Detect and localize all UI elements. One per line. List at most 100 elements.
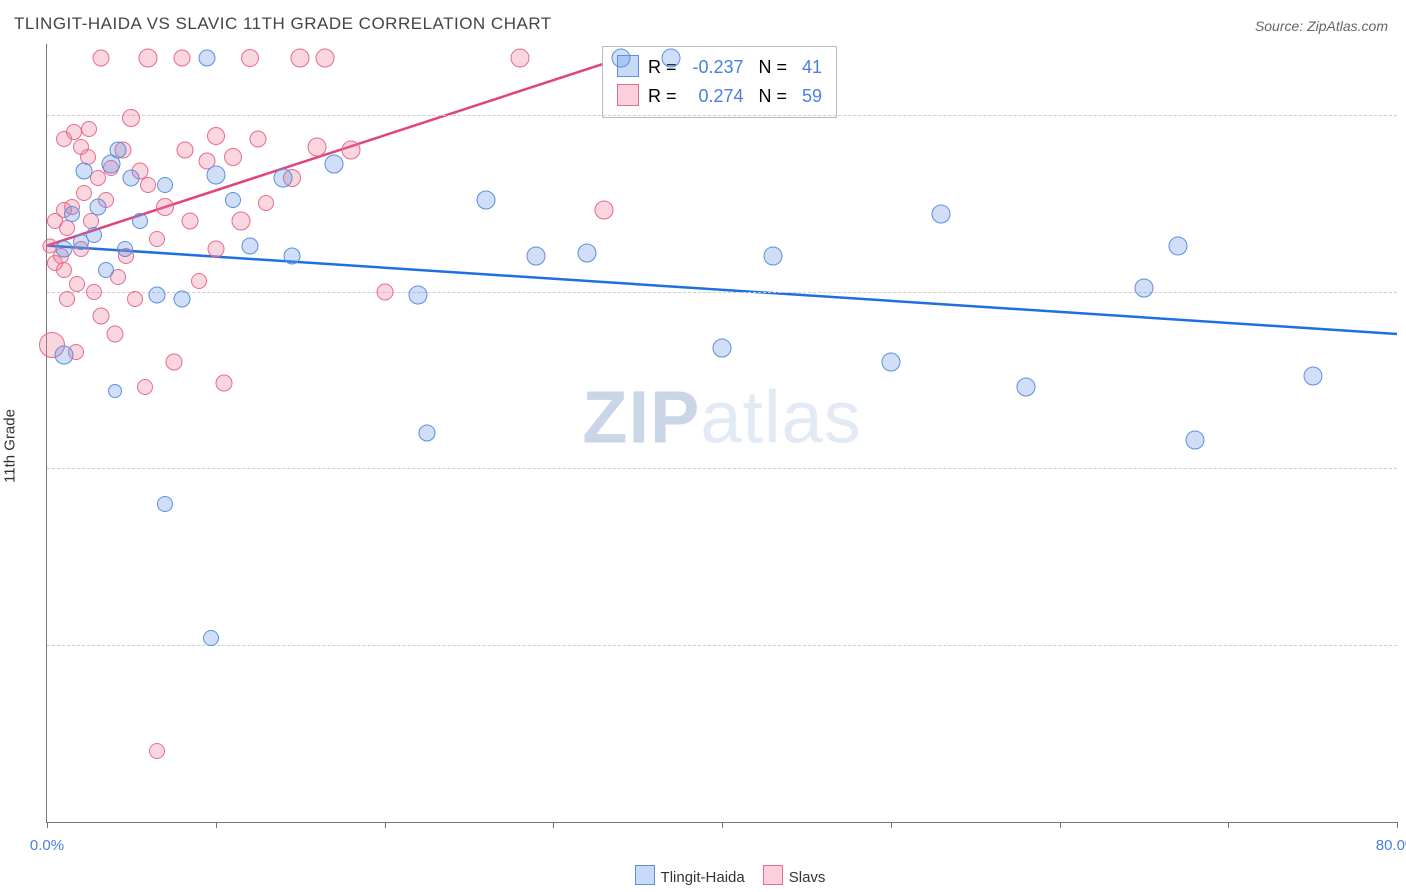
- data-point: [1185, 431, 1204, 450]
- gridline: [47, 645, 1397, 646]
- data-point: [409, 286, 428, 305]
- data-point: [216, 375, 233, 392]
- data-point: [1134, 279, 1153, 298]
- legend-swatch: [635, 865, 655, 885]
- data-point: [156, 198, 174, 216]
- source-label: Source: ZipAtlas.com: [1255, 18, 1388, 34]
- data-point: [56, 262, 72, 278]
- data-point: [174, 50, 191, 67]
- data-point: [316, 49, 335, 68]
- data-point: [1016, 378, 1035, 397]
- data-point: [123, 170, 140, 187]
- data-point: [225, 192, 241, 208]
- data-point: [1168, 236, 1187, 255]
- data-point: [662, 49, 681, 68]
- x-tick: [891, 822, 892, 828]
- data-point: [140, 177, 156, 193]
- data-point: [165, 354, 182, 371]
- data-point: [64, 206, 80, 222]
- x-tick: [722, 822, 723, 828]
- data-point: [86, 284, 102, 300]
- data-point: [283, 248, 300, 265]
- data-point: [203, 630, 219, 646]
- data-point: [106, 325, 123, 342]
- data-point: [139, 49, 158, 68]
- data-point: [127, 291, 143, 307]
- data-point: [258, 195, 274, 211]
- data-point: [177, 142, 194, 159]
- data-point: [93, 308, 110, 325]
- data-point: [241, 49, 259, 67]
- data-point: [98, 262, 114, 278]
- y-axis-label: 11th Grade: [2, 409, 19, 483]
- x-tick: [216, 822, 217, 828]
- x-tick: [1397, 822, 1398, 828]
- data-point: [274, 169, 293, 188]
- data-point: [108, 384, 122, 398]
- data-point: [207, 241, 224, 258]
- x-tick: [553, 822, 554, 828]
- legend-swatch: [763, 865, 783, 885]
- gridline: [47, 115, 1397, 116]
- legend: Tlingit-Haida Slavs: [46, 865, 1396, 886]
- data-point: [232, 211, 251, 230]
- data-point: [93, 50, 110, 67]
- data-point: [81, 121, 97, 137]
- data-point: [578, 243, 597, 262]
- data-point: [594, 201, 613, 220]
- data-point: [89, 198, 106, 215]
- x-tick-label: 0.0%: [30, 837, 64, 854]
- data-point: [713, 339, 732, 358]
- data-point: [291, 49, 310, 68]
- data-point: [476, 190, 495, 209]
- data-point: [510, 49, 529, 68]
- data-point: [76, 163, 93, 180]
- data-point: [191, 273, 207, 289]
- data-point: [241, 237, 258, 254]
- data-point: [324, 155, 343, 174]
- gridline: [47, 292, 1397, 293]
- data-point: [611, 49, 630, 68]
- data-point: [881, 353, 900, 372]
- data-point: [199, 50, 216, 67]
- data-point: [54, 346, 73, 365]
- data-point: [76, 185, 92, 201]
- x-tick: [47, 822, 48, 828]
- x-tick: [385, 822, 386, 828]
- data-point: [69, 276, 85, 292]
- data-point: [55, 241, 72, 258]
- data-point: [308, 137, 327, 156]
- data-point: [1303, 367, 1322, 386]
- data-point: [109, 142, 126, 159]
- data-point: [149, 743, 165, 759]
- data-point: [376, 283, 393, 300]
- data-point: [207, 127, 225, 145]
- stats-row: R = 0.274 N = 59: [617, 82, 822, 111]
- data-point: [418, 425, 435, 442]
- data-point: [341, 141, 360, 160]
- data-point: [157, 496, 173, 512]
- data-point: [86, 227, 102, 243]
- data-point: [527, 247, 546, 266]
- legend-label: Slavs: [789, 869, 826, 886]
- data-point: [157, 177, 173, 193]
- data-point: [932, 204, 951, 223]
- data-point: [148, 287, 165, 304]
- x-tick: [1228, 822, 1229, 828]
- data-point: [117, 241, 133, 257]
- data-point: [249, 131, 266, 148]
- gridline: [47, 468, 1397, 469]
- trend-line: [47, 246, 1397, 334]
- data-point: [206, 165, 225, 184]
- data-point: [137, 379, 153, 395]
- stats-box: R = -0.237 N = 41 R = 0.274 N = 59: [602, 46, 837, 118]
- chart-title: TLINGIT-HAIDA VS SLAVIC 11TH GRADE CORRE…: [14, 14, 552, 34]
- x-tick: [1060, 822, 1061, 828]
- data-point: [174, 290, 191, 307]
- data-point: [182, 212, 199, 229]
- data-point: [59, 220, 75, 236]
- data-point: [763, 247, 782, 266]
- legend-label: Tlingit-Haida: [661, 869, 745, 886]
- data-point: [59, 291, 75, 307]
- data-point: [224, 148, 242, 166]
